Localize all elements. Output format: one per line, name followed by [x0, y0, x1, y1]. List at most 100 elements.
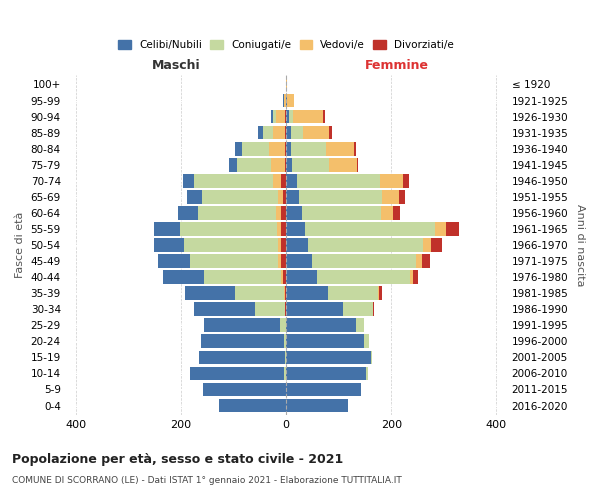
- Bar: [378, 286, 379, 300]
- Bar: [313, 254, 416, 268]
- Bar: [283, 270, 286, 284]
- Bar: [286, 350, 371, 364]
- Bar: [323, 110, 325, 124]
- Bar: [286, 302, 343, 316]
- Bar: [281, 222, 286, 236]
- Bar: [281, 206, 286, 220]
- Bar: [286, 286, 328, 300]
- Bar: [356, 158, 358, 172]
- Bar: [284, 158, 286, 172]
- Text: COMUNE DI SCORRANO (LE) - Dati ISTAT 1° gennaio 2021 - Elaborazione TUTTITALIA.I: COMUNE DI SCORRANO (LE) - Dati ISTAT 1° …: [12, 476, 402, 485]
- Bar: [187, 190, 202, 203]
- Bar: [281, 174, 286, 188]
- Bar: [285, 110, 286, 124]
- Bar: [292, 126, 303, 140]
- Bar: [326, 142, 355, 156]
- Bar: [235, 142, 242, 156]
- Bar: [277, 222, 281, 236]
- Bar: [286, 126, 292, 140]
- Bar: [178, 206, 198, 220]
- Bar: [254, 302, 285, 316]
- Bar: [287, 94, 293, 108]
- Bar: [422, 254, 430, 268]
- Bar: [154, 222, 179, 236]
- Bar: [286, 334, 364, 348]
- Bar: [292, 142, 326, 156]
- Bar: [286, 222, 305, 236]
- Bar: [285, 350, 286, 364]
- Text: Maschi: Maschi: [152, 60, 200, 72]
- Bar: [281, 270, 283, 284]
- Bar: [286, 270, 317, 284]
- Bar: [329, 126, 332, 140]
- Bar: [183, 174, 194, 188]
- Bar: [380, 174, 403, 188]
- Bar: [413, 270, 418, 284]
- Legend: Celibi/Nubili, Coniugati/e, Vedovi/e, Divorziati/e: Celibi/Nubili, Coniugati/e, Vedovi/e, Di…: [114, 36, 458, 54]
- Bar: [286, 398, 348, 412]
- Bar: [190, 366, 284, 380]
- Bar: [286, 78, 287, 92]
- Bar: [284, 126, 286, 140]
- Bar: [158, 254, 190, 268]
- Bar: [308, 238, 423, 252]
- Bar: [194, 174, 273, 188]
- Bar: [263, 126, 273, 140]
- Bar: [328, 286, 378, 300]
- Bar: [202, 190, 278, 203]
- Bar: [154, 238, 184, 252]
- Bar: [275, 206, 281, 220]
- Bar: [242, 142, 269, 156]
- Bar: [399, 190, 406, 203]
- Bar: [184, 238, 278, 252]
- Bar: [416, 254, 422, 268]
- Bar: [284, 286, 286, 300]
- Bar: [435, 222, 446, 236]
- Bar: [284, 334, 286, 348]
- Y-axis label: Fasce di età: Fasce di età: [15, 212, 25, 278]
- Bar: [204, 318, 280, 332]
- Bar: [394, 206, 400, 220]
- Bar: [286, 94, 287, 108]
- Bar: [219, 398, 286, 412]
- Bar: [190, 254, 278, 268]
- Bar: [278, 238, 281, 252]
- Y-axis label: Anni di nascita: Anni di nascita: [575, 204, 585, 286]
- Bar: [431, 238, 442, 252]
- Bar: [199, 350, 285, 364]
- Bar: [185, 286, 235, 300]
- Bar: [373, 302, 374, 316]
- Bar: [284, 142, 286, 156]
- Bar: [446, 222, 460, 236]
- Bar: [366, 366, 368, 380]
- Bar: [286, 382, 361, 396]
- Bar: [299, 190, 382, 203]
- Bar: [410, 270, 413, 284]
- Bar: [198, 206, 275, 220]
- Bar: [286, 110, 289, 124]
- Bar: [302, 206, 381, 220]
- Bar: [281, 238, 286, 252]
- Bar: [235, 286, 284, 300]
- Bar: [423, 238, 431, 252]
- Bar: [200, 334, 284, 348]
- Bar: [269, 142, 284, 156]
- Bar: [381, 206, 394, 220]
- Bar: [285, 302, 286, 316]
- Bar: [382, 190, 399, 203]
- Bar: [179, 222, 277, 236]
- Bar: [271, 110, 273, 124]
- Bar: [379, 286, 382, 300]
- Bar: [273, 126, 284, 140]
- Bar: [273, 110, 275, 124]
- Bar: [286, 318, 356, 332]
- Bar: [283, 190, 286, 203]
- Bar: [329, 158, 356, 172]
- Bar: [280, 318, 286, 332]
- Bar: [317, 270, 410, 284]
- Bar: [278, 254, 281, 268]
- Bar: [286, 206, 302, 220]
- Bar: [286, 366, 366, 380]
- Bar: [204, 270, 281, 284]
- Bar: [284, 94, 286, 108]
